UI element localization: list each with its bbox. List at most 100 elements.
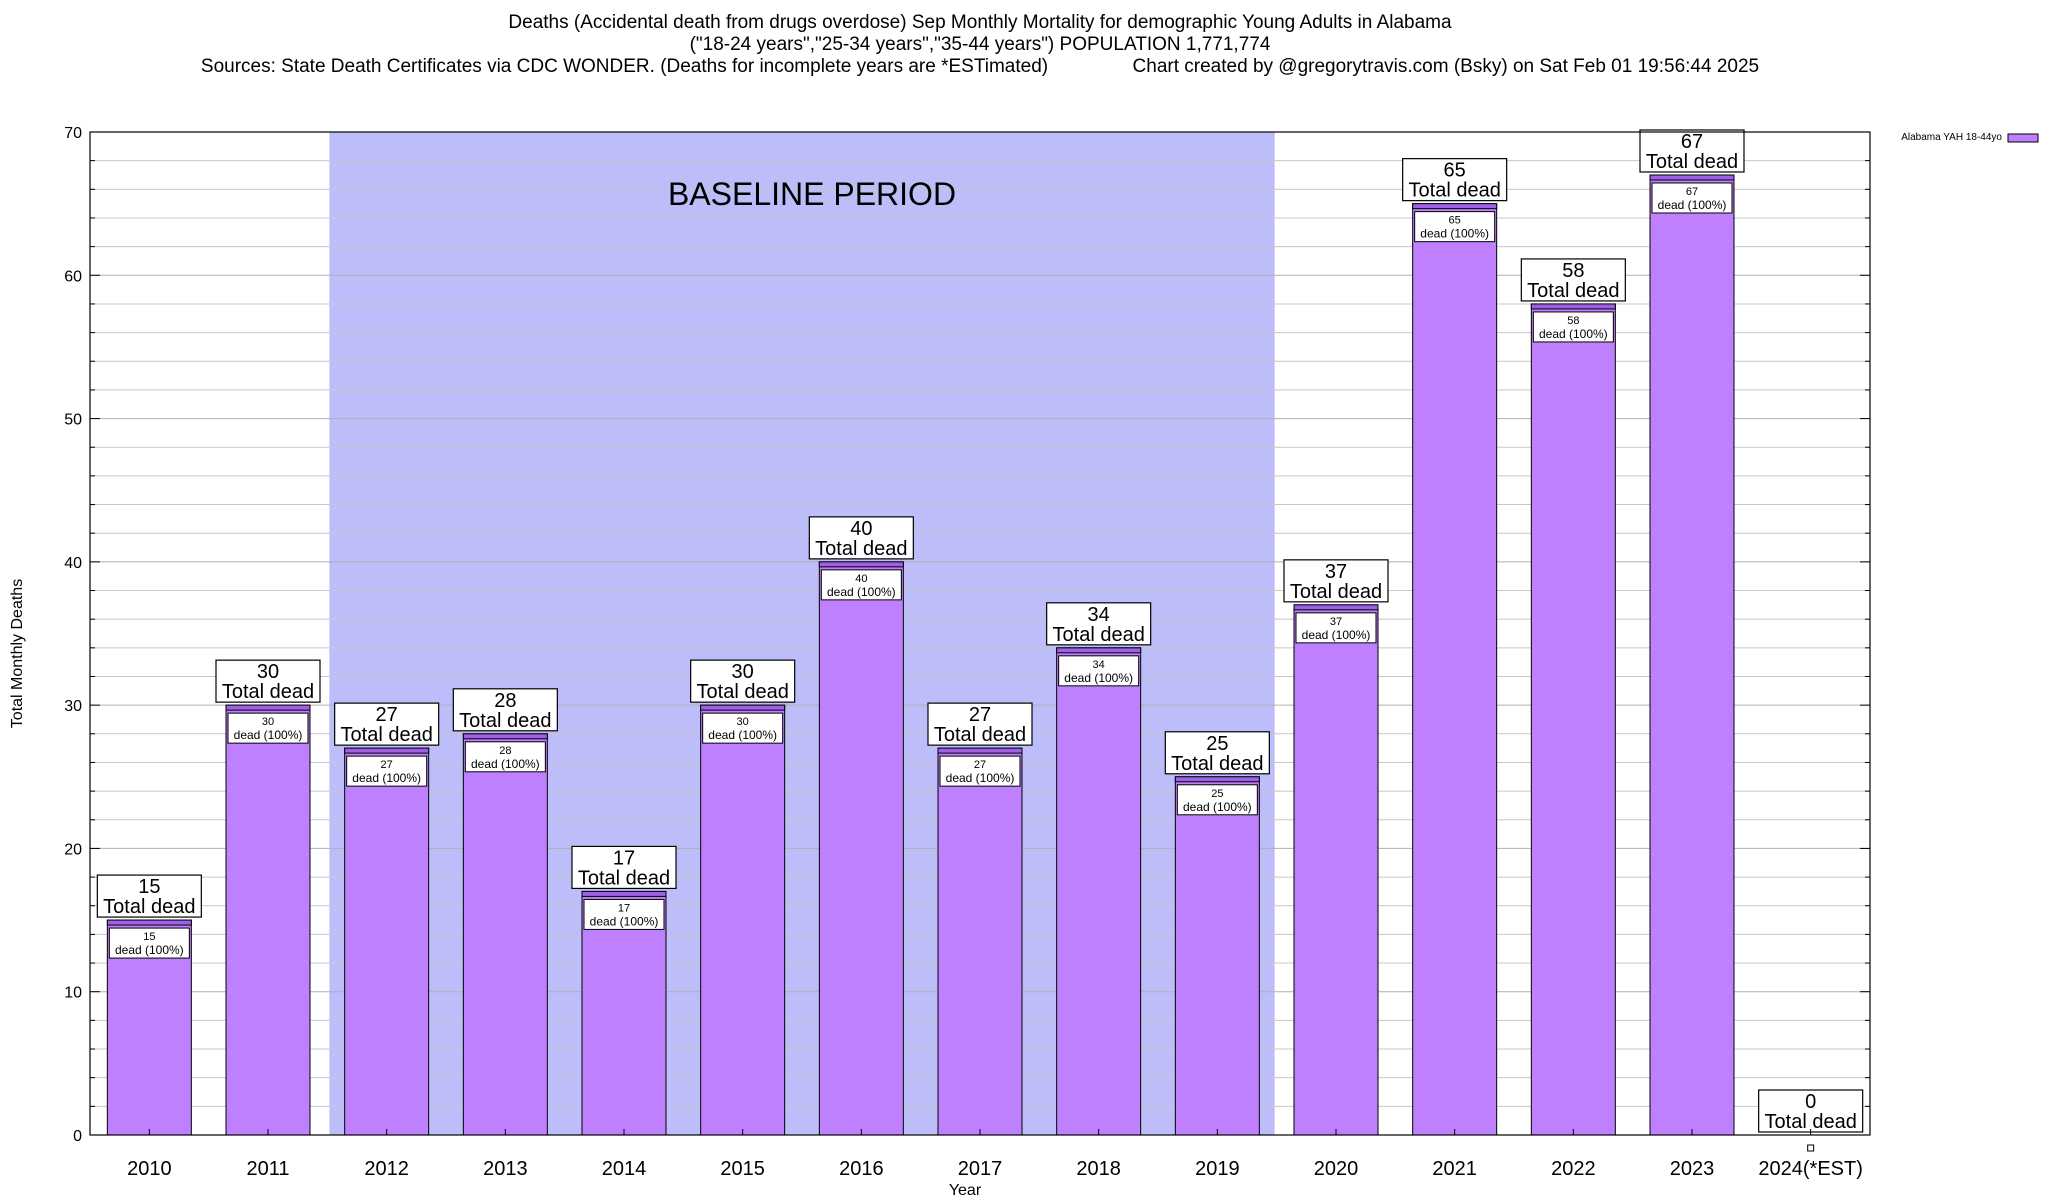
x-tick-label: 2012 [364,1158,409,1180]
total-value-label: 30 [257,661,279,683]
bar-2012 [344,747,430,1136]
total-value-label: 40 [850,518,872,540]
bar-cap-2020 [1293,604,1379,611]
x-tick-label: 2010 [127,1158,172,1180]
baseline-label: BASELINE PERIOD [668,176,956,212]
total-dead-label: Total dead [459,710,551,732]
inner-label-box [1176,784,1258,816]
total-label-box [1046,602,1152,646]
inner-percent-label: dead (100%) [471,757,540,771]
bar-2016 [818,561,904,1136]
y-tick-label: 50 [64,412,82,429]
zero-marker-2024(*EST) [1807,1144,1815,1152]
total-label-box [1520,258,1626,302]
total-label-box [1164,731,1270,775]
inner-value-label: 15 [143,931,155,943]
inner-value-label: 58 [1567,315,1579,327]
inner-value-label: 30 [737,716,749,728]
total-value-label: 28 [494,690,516,712]
legend-swatch [2007,133,2039,143]
inner-value-label: 30 [262,716,274,728]
inner-label-box [702,712,784,744]
y-tick-label: 70 [64,125,82,142]
total-value-label: 65 [1444,160,1466,182]
bar-cap-2018 [1056,647,1142,654]
bar-2019 [1174,776,1260,1136]
total-value-label: 67 [1681,131,1703,153]
inner-value-label: 25 [1211,788,1223,800]
inner-percent-label: dead (100%) [1183,800,1252,814]
title-line-1: Deaths (Accidental death from drugs over… [508,12,1452,33]
y-tick-label: 10 [64,985,82,1002]
inner-value-label: 67 [1686,186,1698,198]
total-dead-label: Total dead [1409,180,1501,202]
total-value-label: 15 [138,876,160,898]
x-axis-label: Year [949,1182,982,1199]
bar-cap-2012 [344,747,430,754]
bar-cap-2014 [581,890,667,897]
total-value-label: 58 [1562,260,1584,282]
total-dead-label: Total dead [578,867,670,889]
x-tick-label: 2015 [720,1158,765,1180]
bar-cap-2011 [225,704,311,711]
inner-percent-label: dead (100%) [1539,327,1608,341]
total-label-box [452,688,558,732]
inner-label-box [227,712,309,744]
total-value-label: 37 [1325,561,1347,583]
inner-percent-label: dead (100%) [1420,227,1489,241]
inner-value-label: 27 [974,759,986,771]
total-label-box [927,702,1033,746]
x-tick-label: 2022 [1551,1158,1596,1180]
bar-cap-2022 [1530,303,1616,310]
total-dead-label: Total dead [1646,151,1738,173]
inner-label-box [1058,655,1140,687]
x-tick-label: 2019 [1195,1158,1240,1180]
title-line-2: ("18-24 years","25-34 years","35-44 year… [689,34,1271,55]
bar-2023 [1649,174,1735,1136]
bar-cap-2010 [106,919,192,926]
total-dead-label: Total dead [1527,280,1619,302]
total-label-box [571,845,677,890]
bar-2020 [1293,604,1379,1136]
total-label-box [690,659,796,703]
x-tick-label: 2023 [1670,1158,1715,1180]
bar-2021 [1412,203,1498,1136]
y-tick-label: 60 [64,268,82,285]
total-value-label: 17 [613,847,635,869]
total-value-label: 25 [1206,733,1228,755]
y-tick-label: 0 [73,1128,82,1145]
total-label-box [334,702,440,746]
inner-percent-label: dead (100%) [1302,628,1371,642]
total-dead-label: Total dead [341,724,433,746]
total-dead-label: Total dead [1765,1111,1857,1133]
plot-frame [89,131,1871,1136]
y-tick-label: 30 [64,698,82,715]
x-tick-label: 2013 [483,1158,528,1180]
total-label-box [1283,559,1389,603]
x-tick-label: 2018 [1076,1158,1121,1180]
inner-value-label: 37 [1330,616,1342,628]
chart-title: Deaths (Accidental death from drugs over… [0,12,1960,78]
bar-cap-2015 [700,704,786,711]
bar-2013 [462,733,548,1136]
x-tick-label: 2017 [958,1158,1003,1180]
inner-value-label: 27 [381,759,393,771]
total-label-box [1402,158,1508,202]
bar-cap-2021 [1412,203,1498,210]
y-tick-label: 40 [64,555,82,572]
inner-label-box [939,755,1021,787]
total-value-label: 27 [376,704,398,726]
y-tick-label: 20 [64,841,82,858]
inner-label-box [346,755,428,787]
inner-value-label: 34 [1093,659,1105,671]
inner-value-label: 65 [1449,215,1461,227]
inner-percent-label: dead (100%) [708,728,777,742]
total-dead-label: Total dead [815,538,907,560]
inner-label-box [1295,612,1377,644]
inner-percent-label: dead (100%) [115,943,184,957]
legend-label: Alabama YAH 18-44yo [1901,132,2002,143]
y-axis-label: Total Monthly Deaths [9,579,26,728]
x-tick-label: 2024(*EST) [1758,1158,1863,1180]
total-label-box [96,874,202,918]
